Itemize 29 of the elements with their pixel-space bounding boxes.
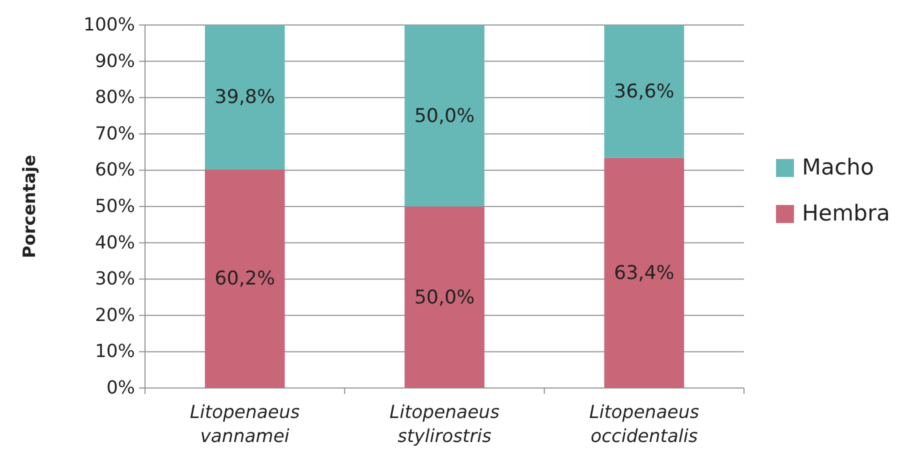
legend-label: Hembra bbox=[802, 202, 890, 226]
data-label: 50,0% bbox=[414, 104, 475, 127]
y-tick-label: 20% bbox=[94, 304, 135, 326]
y-tick-label: 10% bbox=[94, 341, 135, 362]
data-label: 63,4% bbox=[614, 262, 674, 284]
y-tick-label: 50% bbox=[94, 196, 135, 217]
data-label: 36,6% bbox=[614, 80, 674, 102]
data-label: 50,0% bbox=[414, 286, 475, 308]
y-tick-label: 0% bbox=[106, 378, 135, 398]
bar bbox=[404, 25, 484, 206]
y-tick-label: 100% bbox=[84, 14, 135, 36]
y-tick-label: 30% bbox=[94, 268, 135, 290]
y-tick-label: 80% bbox=[94, 87, 135, 108]
y-tick-label: 60% bbox=[94, 160, 135, 181]
bar bbox=[204, 169, 285, 388]
x-tick-label: Litopenaeus occidentalis bbox=[589, 402, 700, 447]
y-tick-label: 40% bbox=[94, 232, 135, 254]
x-tick-label: Litopenaeus stylirostris bbox=[390, 402, 500, 447]
bar bbox=[404, 206, 484, 388]
y-tick-label: 90% bbox=[94, 50, 135, 72]
data-label: 39,8% bbox=[214, 86, 276, 108]
y-axis-title: Porcentaje bbox=[20, 154, 40, 258]
y-tick-label: 70% bbox=[94, 123, 135, 144]
bar bbox=[604, 25, 684, 158]
bar bbox=[204, 25, 285, 170]
bar bbox=[604, 158, 684, 388]
x-tick-label: Litopenaeus vannamei bbox=[190, 402, 300, 447]
data-label: 60,2% bbox=[214, 268, 276, 290]
legend-label: Macho bbox=[802, 156, 874, 180]
